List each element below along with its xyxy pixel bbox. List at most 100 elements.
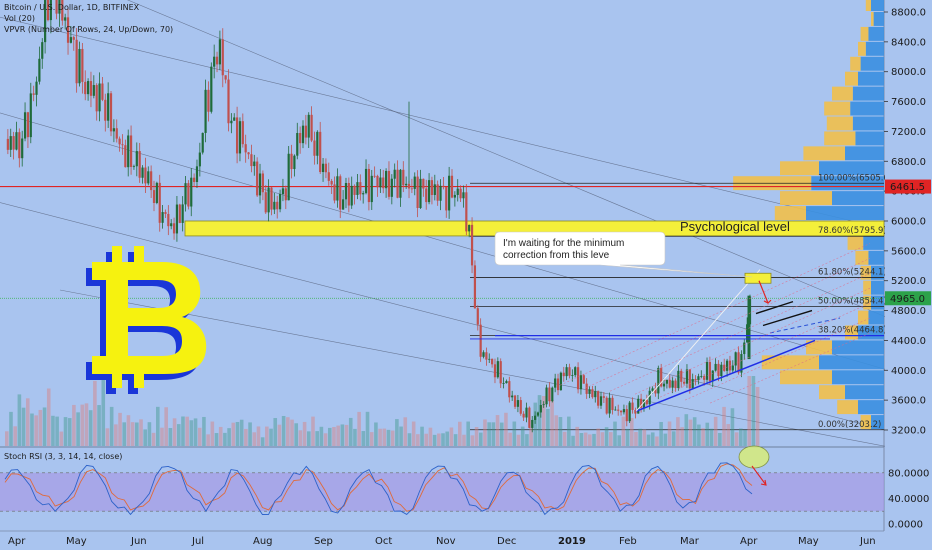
candle-body [170,223,173,227]
volume-bar [252,432,257,446]
candle-body [356,182,359,195]
candle-body [46,0,50,21]
volume-bar [718,432,722,446]
vpvr-down-bar [860,265,871,280]
vpvr-up-bar [860,56,884,71]
candle-body [276,201,279,210]
candle-body [554,378,557,388]
channel-line-1 [127,0,906,326]
candle-body [121,144,124,146]
candle-body [688,369,691,389]
candle-body [204,89,207,133]
candle-body [508,381,511,398]
vpvr-down-bar [826,116,853,131]
bitcoin-top-stroke [112,246,122,266]
candle-body [668,379,671,388]
stoch-arrow-head [760,479,767,486]
candle-body [387,170,391,197]
channel-line-2 [0,112,906,376]
volume-bar [520,426,525,446]
volume-bar [223,432,227,446]
candle-body [95,85,98,112]
candle-body [433,184,436,196]
fib-label-1: 78.60%(5795.9) [818,226,887,236]
candle-body [158,182,161,223]
volume-bar [642,429,647,446]
volume-bar [30,413,34,446]
candle-body [731,365,734,371]
volume-bar [663,433,668,446]
volume-bar [466,421,470,446]
candle-body [413,176,416,189]
volume-bar [592,433,596,446]
volume-bar [621,416,626,446]
price-tick-label: 5200.0 [891,276,926,287]
target-box [744,272,772,284]
vpvr-up-bar [819,355,884,370]
volume-bar [609,432,613,446]
candle-body [585,383,588,394]
candle-body [468,224,471,232]
candle-body [150,171,153,191]
candle-body [29,93,32,138]
candle-body [324,163,328,173]
candle-body [608,397,611,414]
time-axis-label: Aug [253,536,273,547]
candle-body [708,361,711,382]
candle-body [582,375,585,384]
candle-body [450,175,454,198]
volume-bar [290,419,294,446]
vpvr-down-bar [860,26,869,41]
volume-bar [105,428,110,446]
volume-bar [692,417,697,446]
candle-body [671,380,674,388]
vpvr-up-bar [832,191,884,206]
candle-body [207,89,210,112]
volume-bar [571,435,575,446]
candle-body [15,132,18,150]
candle-body [697,376,700,381]
volume-bar [575,426,580,446]
candle-body [528,407,531,428]
candle-body [201,132,204,153]
volume-bar [562,431,567,446]
candle-body [344,182,348,200]
candle-body [333,184,336,201]
time-axis-label: Jun [130,536,147,547]
volume-bar [420,426,424,446]
volume-bar [541,396,546,446]
correction-arrow-head [763,299,772,304]
candle-body [511,395,514,398]
candle-body [617,409,620,411]
candle-body [522,413,525,418]
vpvr-up-bar [850,101,884,116]
time-axis-label: Apr [8,536,26,547]
candle-body [316,131,319,156]
candle-body [725,360,729,371]
fan-center-line [635,269,761,412]
volume-bar [13,426,17,446]
volume-bar [193,418,198,446]
candle-body [49,0,52,21]
candle-body [313,140,316,156]
candle-body [551,387,554,402]
candle-body [579,375,583,390]
fib-label-2: 61.80%(5244.1) [818,267,887,277]
volume-bar [386,429,391,446]
candle-body [72,37,75,40]
volume-bar [46,388,51,446]
target-line-1 [755,300,794,315]
volume-bar [743,429,747,446]
volume-bar [281,415,286,446]
volume-bar [722,406,726,446]
candle-body [479,324,482,357]
volume-bar [80,404,85,446]
channel-line-3 [0,202,906,436]
volume-bar [286,417,290,446]
candle-body [238,121,242,154]
candle-body [32,93,35,95]
volume-bar [432,434,437,446]
candle-body [167,213,170,227]
